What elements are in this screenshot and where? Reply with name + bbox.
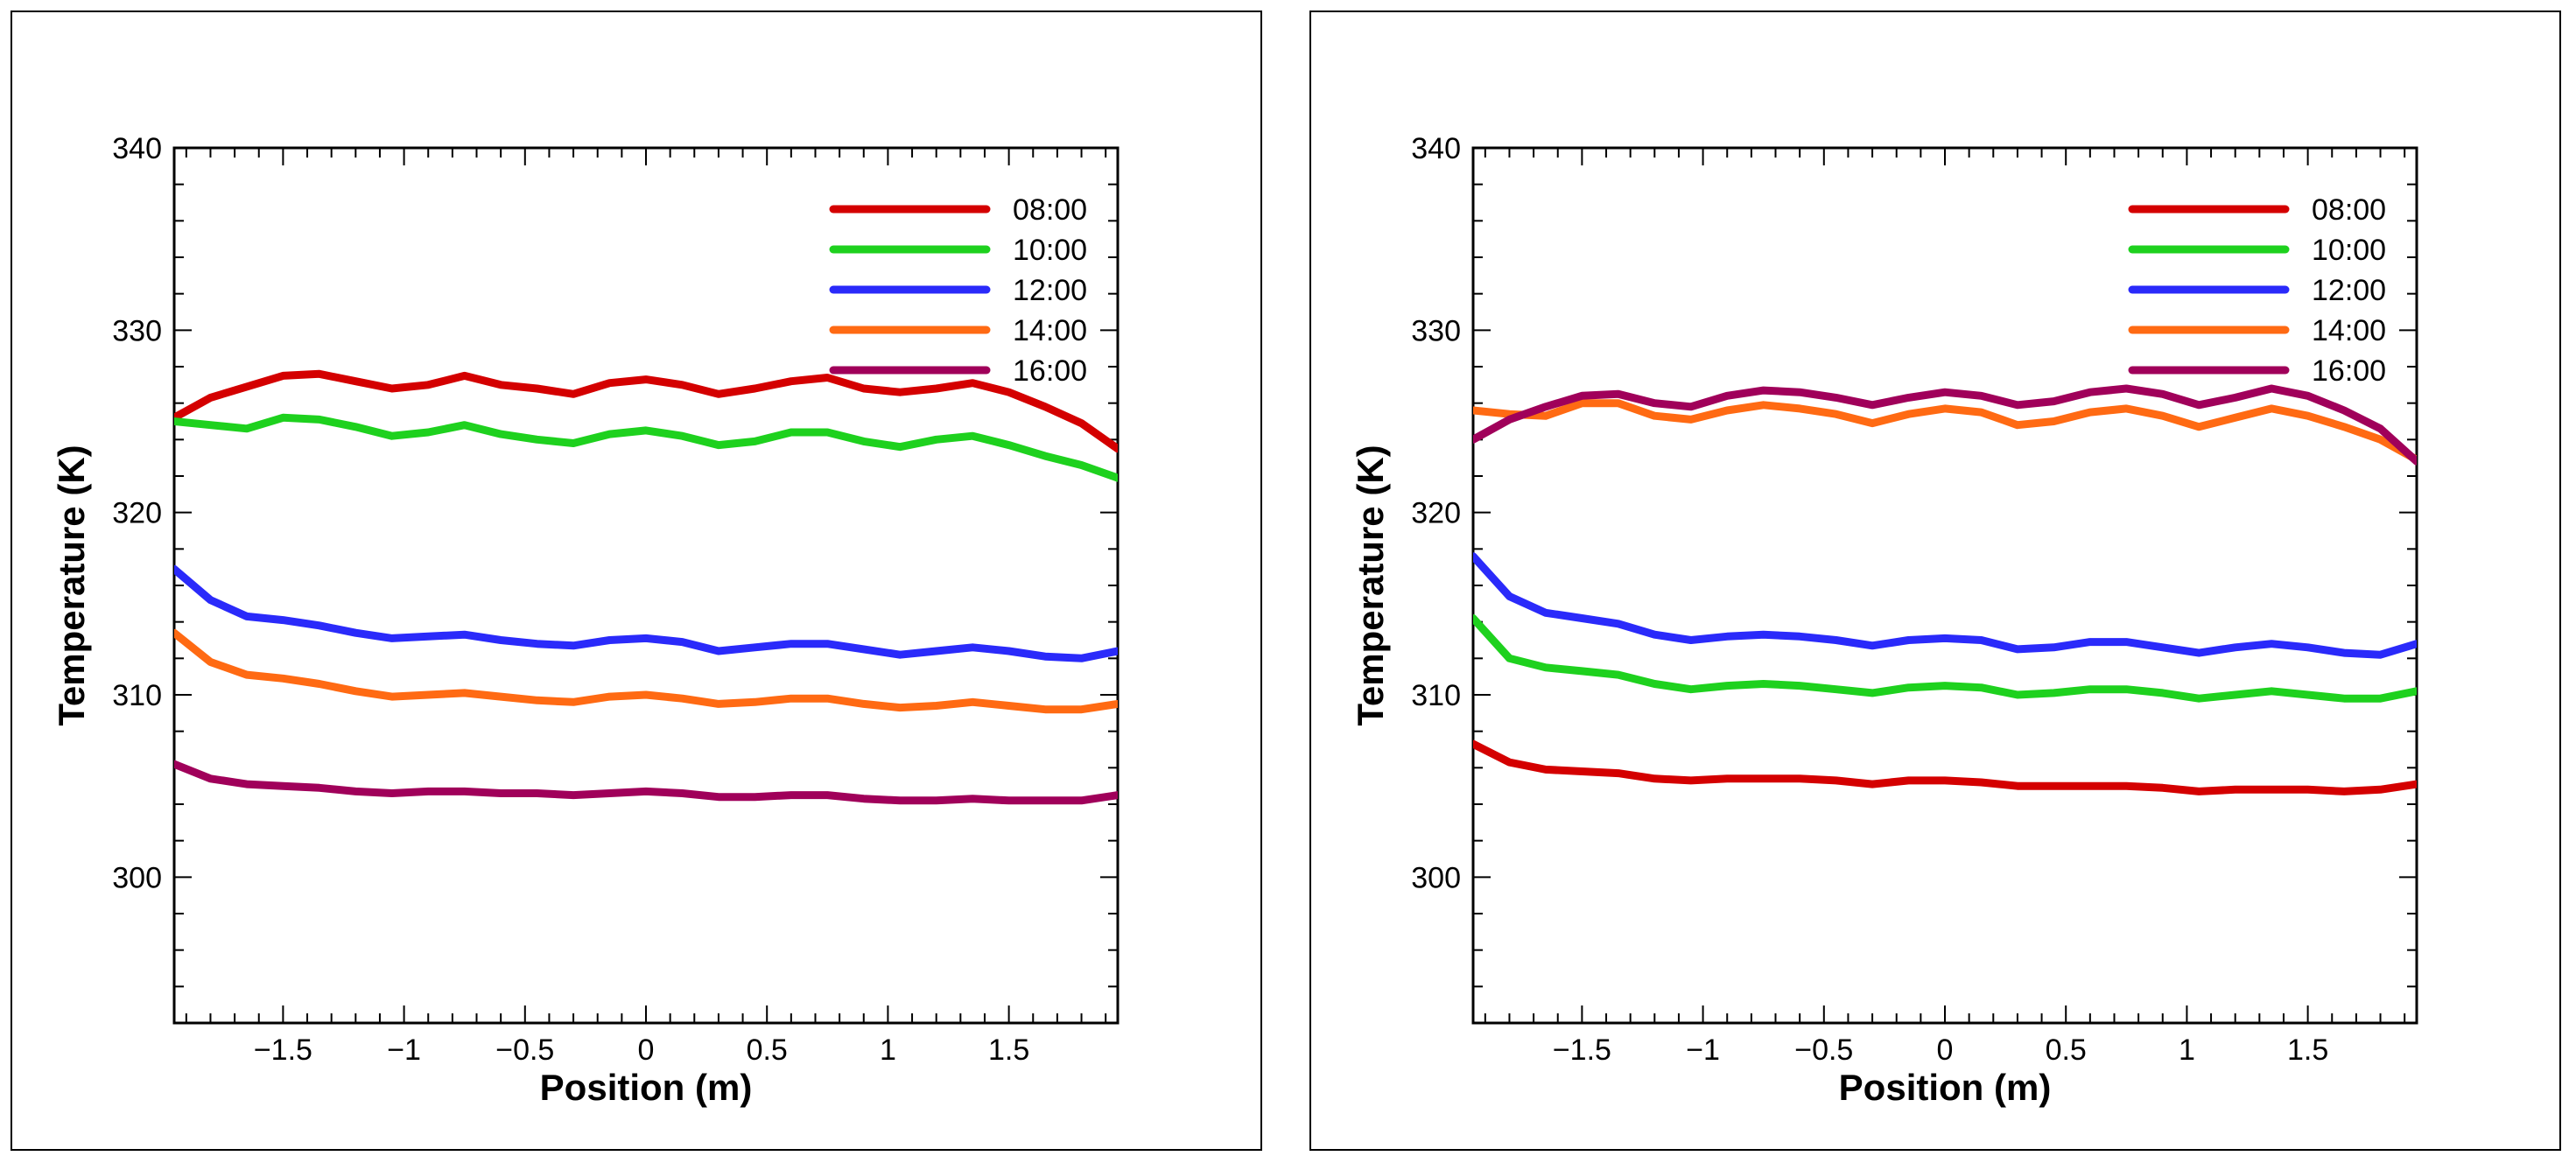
legend-label: 08:00 [1013,193,1087,227]
x-axis-title: Position (m) [1839,1067,2052,1108]
y-tick-label: 300 [1411,861,1461,894]
legend-label: 10:00 [1013,234,1087,267]
plot-frame [1471,146,2418,1025]
y-tick-label: 320 [112,497,162,530]
series-line-1000 [1473,614,2417,703]
series-line-1400 [174,628,1118,714]
series-group [174,369,1118,805]
x-tick-label: −1.5 [1553,1033,1611,1067]
chart-svg: 300 310 320 330 340 −1.5 −1 −0.5 0 0.5 1 1.5 Positio… [1350,132,2418,1108]
y-tick-label: 340 [112,132,162,165]
legend-label: 16:00 [1013,354,1087,388]
y-axis-title: Temperature (K) [51,445,92,725]
legend-label: 14:00 [2312,314,2386,347]
y-tick-label: 330 [112,314,162,347]
series-line-1200 [1473,552,2417,659]
series-line-1200 [174,564,1118,662]
chart-panel-right: 300 310 320 330 340 −1.5 −1 −0.5 0 0.5 1 1.5 Positio… [1309,11,2561,1151]
x-axis-title: Position (m) [540,1067,753,1108]
series-line-1000 [174,413,1118,482]
chart-svg: 300 310 320 330 340 −1.5 −1 −0.5 0 0.5 1 1.5 Positio… [51,132,1120,1108]
legend-label: 16:00 [2312,354,2386,388]
y-axis-title: Temperature (K) [1350,445,1391,725]
legend-label: 12:00 [2312,274,2386,307]
legend: 08:00 10:00 12:00 14:00 16:00 [829,193,1087,388]
x-tick-label: 0 [638,1033,655,1067]
series-group [1473,384,2417,795]
legend-label: 08:00 [2312,193,2386,227]
legend-label: 12:00 [1013,274,1087,307]
plot-frame [172,146,1120,1025]
y-tick-label: 330 [1411,314,1461,347]
x-tick-label: 1 [2179,1033,2195,1067]
x-tick-label: 1.5 [2287,1033,2328,1067]
x-tick-label: −1.5 [254,1033,312,1067]
x-tick-label: 1.5 [988,1033,1029,1067]
series-line-0800 [174,369,1118,453]
series-line-1600 [174,760,1118,805]
y-tick-label: 300 [112,861,162,894]
x-tick-label: 0 [1937,1033,1954,1067]
chart-panel-left: 300 310 320 330 340 −1.5 −1 −0.5 0 0.5 1 1.5 Positio… [11,11,1262,1151]
legend-label: 14:00 [1013,314,1087,347]
series-line-1600 [1473,384,2417,466]
x-tick-label: −1 [387,1033,421,1067]
x-tick-label: −0.5 [1794,1033,1853,1067]
x-tick-label: −1 [1686,1033,1720,1067]
y-tick-label: 310 [1411,679,1461,712]
x-tick-label: 0.5 [2046,1033,2087,1067]
series-line-1400 [1473,399,2417,464]
y-tick-label: 310 [112,679,162,712]
x-tick-label: 0.5 [747,1033,788,1067]
y-tick-label: 320 [1411,497,1461,530]
legend: 08:00 10:00 12:00 14:00 16:00 [2128,193,2386,388]
x-tick-label: 1 [880,1033,896,1067]
legend-label: 10:00 [2312,234,2386,267]
series-line-0800 [1473,739,2417,795]
x-tick-label: −0.5 [495,1033,554,1067]
y-tick-label: 340 [1411,132,1461,165]
